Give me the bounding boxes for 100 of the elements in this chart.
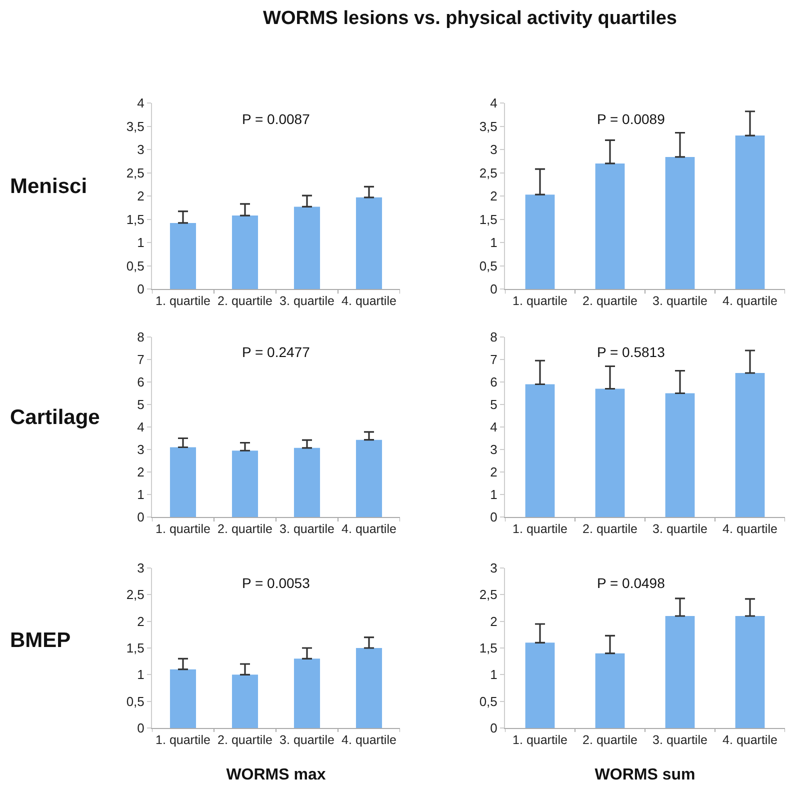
y-tick-label: 2 [137, 188, 144, 204]
y-tick-label: 3 [490, 442, 498, 458]
x-tick-label: 1. quartile [156, 733, 210, 747]
y-tick-label: 8 [137, 330, 144, 345]
x-tick-label: 2. quartile [582, 522, 638, 536]
x-tick-label: 2. quartile [582, 733, 638, 747]
y-tick-label: 2,5 [479, 587, 498, 602]
bar [294, 448, 320, 517]
x-tick-label: 3. quartile [652, 733, 708, 747]
bar [232, 450, 258, 517]
y-tick-label: 1,5 [126, 212, 144, 227]
x-tick-label: 3. quartile [652, 522, 708, 536]
bar [525, 384, 555, 517]
y-tick-label: 2,5 [479, 165, 498, 180]
y-tick-label: 3 [137, 142, 144, 158]
y-tick-label: 5 [490, 397, 498, 412]
y-axis-title: Menisci [10, 175, 88, 198]
annotation: P = 0.0087 [242, 111, 310, 127]
x-tick-label: 2. quartile [218, 294, 272, 308]
bar [356, 197, 382, 289]
y-tick-label: 6 [137, 374, 144, 390]
y-tick-label: 3 [137, 560, 144, 576]
y-tick-label: 3,5 [479, 118, 498, 134]
y-tick-label: 4 [137, 420, 144, 435]
x-tick-label: 2. quartile [218, 733, 272, 747]
annotation: P = 0.2477 [242, 344, 310, 360]
y-tick-label: 1 [490, 235, 498, 250]
y-tick-label: 2,5 [126, 165, 144, 180]
bar [356, 440, 382, 517]
bar [525, 642, 555, 728]
y-tick-label: 3,5 [126, 118, 144, 134]
y-tick-label: 1 [490, 667, 498, 682]
x-tick-label: 4. quartile [342, 733, 396, 747]
x-tick-label: 4. quartile [722, 522, 778, 536]
bar [735, 373, 765, 517]
annotation: P = 0.0053 [242, 575, 310, 591]
y-tick-label: 0,5 [479, 258, 498, 274]
y-axis-title: Cartilage [10, 406, 100, 429]
x-tick-label: 1. quartile [156, 522, 210, 536]
y-axis-title: BMEP [10, 629, 71, 652]
x-tick-label: 1. quartile [156, 294, 210, 308]
x-tick-label: 2. quartile [218, 522, 272, 536]
y-tick-label: 0 [490, 510, 498, 525]
y-tick-label: 1,5 [126, 640, 144, 656]
bar [294, 206, 320, 289]
x-tick-label: 3. quartile [280, 294, 334, 308]
y-tick-label: 0,5 [126, 258, 144, 274]
y-tick-label: 1 [137, 487, 144, 502]
y-tick-label: 1 [137, 667, 144, 682]
bar [525, 194, 555, 289]
bar [170, 447, 196, 517]
y-tick-label: 0 [137, 510, 144, 525]
y-tick-label: 2 [137, 464, 144, 480]
x-tick-label: 1. quartile [512, 733, 568, 747]
bar [294, 658, 320, 728]
y-tick-label: 1,5 [479, 640, 498, 656]
x-axis-title: WORMS sum [594, 766, 696, 784]
x-tick-label: 4. quartile [342, 522, 396, 536]
bar [595, 388, 625, 517]
y-tick-label: 4 [490, 420, 498, 435]
x-tick-label: 2. quartile [582, 294, 638, 308]
y-tick-label: 2 [490, 464, 498, 480]
y-tick-label: 2 [490, 188, 498, 204]
bar [170, 669, 196, 728]
x-tick-label: 3. quartile [652, 294, 708, 308]
y-tick-label: 0,5 [479, 694, 498, 709]
y-tick-label: 2,5 [126, 587, 144, 602]
bar [665, 156, 695, 289]
x-tick-label: 4. quartile [722, 294, 778, 308]
annotation: P = 0.0498 [597, 575, 666, 591]
bar [170, 222, 196, 289]
y-tick-label: 8 [490, 330, 498, 345]
x-tick-label: 3. quartile [280, 522, 334, 536]
y-tick-label: 0 [137, 282, 144, 297]
y-tick-label: 1,5 [479, 212, 498, 227]
text: WORMS lesions vs. physical activity quartiles [262, 8, 678, 30]
y-tick-label: 2 [490, 614, 498, 629]
y-tick-label: 0 [490, 720, 498, 736]
bar [595, 653, 625, 728]
y-tick-label: 2 [137, 614, 144, 629]
y-tick-label: 0 [137, 720, 144, 736]
y-tick-label: 5 [137, 397, 144, 412]
x-tick-label: 4. quartile [342, 294, 396, 308]
annotation: P = 0.0089 [597, 111, 666, 127]
bar [356, 648, 382, 728]
x-tick-label: 1. quartile [512, 294, 568, 308]
bar [595, 163, 625, 289]
x-tick-label: 3. quartile [280, 733, 334, 747]
x-tick-label: 1. quartile [512, 522, 568, 536]
y-tick-label: 7 [137, 352, 144, 368]
y-tick-label: 7 [490, 352, 498, 368]
x-axis-title: WORMS max [226, 766, 326, 784]
y-tick-label: 0 [490, 282, 498, 297]
annotation: P = 0.5813 [597, 344, 666, 360]
bar [232, 674, 258, 728]
x-tick-label: 4. quartile [722, 733, 778, 747]
y-tick-label: 1 [490, 487, 498, 502]
y-tick-label: 0,5 [126, 694, 144, 709]
y-tick-label: 3 [490, 560, 498, 576]
bar [665, 616, 695, 728]
